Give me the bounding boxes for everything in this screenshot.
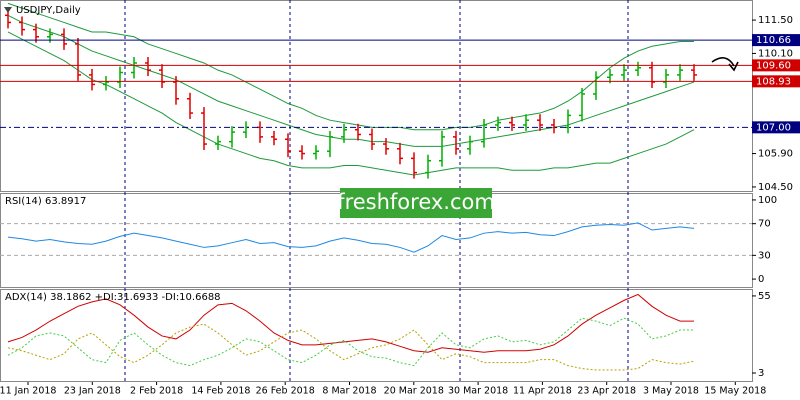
x-tick-label: 8 Mar 2018 bbox=[322, 386, 376, 397]
level-label: 110.66 bbox=[756, 35, 791, 46]
x-tick-label: 3 May 2018 bbox=[643, 386, 699, 397]
x-tick-label: 2 Feb 2018 bbox=[130, 386, 183, 397]
y-tick-label: 0 bbox=[758, 274, 764, 285]
x-tick-label: 30 Mar 2018 bbox=[448, 386, 508, 397]
indicator-line bbox=[7, 317, 694, 367]
y-tick-label: 110.10 bbox=[758, 48, 793, 59]
indicator-line bbox=[7, 293, 694, 353]
x-tick-label: 11 Jan 2018 bbox=[0, 386, 56, 397]
period-separators bbox=[124, 0, 629, 382]
watermark: freshforex.com bbox=[337, 190, 495, 214]
arrow-icon bbox=[711, 57, 739, 72]
x-tick-label: 20 Mar 2018 bbox=[384, 386, 444, 397]
x-tick-label: 11 Apr 2018 bbox=[513, 386, 572, 397]
x-tick-label: 23 Jan 2018 bbox=[64, 386, 121, 397]
level-label-box bbox=[752, 75, 800, 88]
adx-title: ADX(14) 38.1862 +DI:31.6933 -DI:10.6688 bbox=[5, 292, 221, 303]
x-tick-label: 14 Feb 2018 bbox=[191, 386, 250, 397]
level-label: 109.60 bbox=[756, 60, 791, 71]
y-tick-label: 111.50 bbox=[758, 15, 793, 26]
x-tick-label: 26 Feb 2018 bbox=[256, 386, 315, 397]
bollinger-band bbox=[7, 14, 695, 147]
price-title: USDJPY,Daily bbox=[16, 5, 81, 16]
level-label-box bbox=[752, 121, 800, 134]
watermark-box bbox=[340, 188, 492, 218]
y-tick-label: 100 bbox=[758, 195, 777, 206]
bollinger-band bbox=[7, 2, 694, 131]
indicator-line bbox=[7, 222, 695, 253]
level-label-box bbox=[752, 59, 800, 72]
symbol-icon bbox=[4, 7, 12, 13]
y-tick-label: 3 bbox=[758, 368, 764, 379]
level-label: 107.00 bbox=[756, 122, 791, 133]
y-tick-label: 30 bbox=[758, 250, 771, 261]
x-tick-label: 23 Apr 2018 bbox=[577, 386, 636, 397]
rsi-title: RSI(14) 63.8917 bbox=[5, 196, 86, 207]
adx-panel bbox=[0, 289, 753, 382]
bollinger-band bbox=[7, 31, 695, 176]
x-tick-label: 15 May 2018 bbox=[704, 386, 766, 397]
y-tick-label: 55 bbox=[758, 291, 771, 302]
y-tick-label: 70 bbox=[758, 219, 771, 230]
level-label-box bbox=[752, 34, 800, 47]
level-label: 108.93 bbox=[756, 76, 791, 87]
y-tick-label: 104.50 bbox=[758, 182, 793, 193]
y-tick-label: 105.90 bbox=[758, 149, 793, 160]
marks bbox=[0, 2, 752, 371]
indicator-line bbox=[7, 323, 695, 371]
